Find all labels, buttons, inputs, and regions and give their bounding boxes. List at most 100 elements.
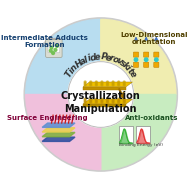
Polygon shape (42, 128, 75, 132)
Circle shape (118, 100, 120, 102)
Text: i: i (124, 64, 132, 73)
Text: Surface Engineering: Surface Engineering (7, 115, 88, 121)
Circle shape (101, 84, 103, 86)
Text: Binding Energy (eV): Binding Energy (eV) (119, 143, 163, 147)
Circle shape (54, 49, 57, 51)
Circle shape (112, 101, 114, 103)
Circle shape (95, 84, 97, 86)
Circle shape (95, 81, 97, 83)
Text: Crystallization
Manipulation: Crystallization Manipulation (61, 91, 141, 114)
Text: H: H (74, 58, 85, 69)
Circle shape (68, 62, 134, 127)
Text: i: i (67, 67, 76, 75)
Text: e: e (105, 53, 112, 63)
Text: k: k (120, 60, 130, 71)
Circle shape (50, 46, 53, 49)
Circle shape (95, 98, 97, 100)
Wedge shape (101, 19, 176, 94)
Circle shape (112, 98, 114, 100)
Circle shape (107, 81, 108, 83)
Text: e: e (94, 52, 100, 62)
Circle shape (123, 100, 125, 102)
Circle shape (112, 83, 114, 84)
FancyBboxPatch shape (133, 62, 139, 67)
Circle shape (118, 101, 120, 103)
FancyBboxPatch shape (48, 46, 60, 53)
Polygon shape (83, 82, 132, 87)
Text: P: P (101, 52, 108, 62)
Circle shape (90, 84, 92, 86)
Circle shape (118, 84, 120, 86)
Circle shape (107, 83, 108, 84)
Circle shape (123, 84, 125, 86)
Circle shape (101, 101, 103, 103)
Circle shape (52, 52, 54, 54)
Circle shape (49, 49, 52, 52)
Circle shape (118, 81, 120, 83)
Text: T: T (64, 69, 74, 79)
Circle shape (84, 84, 86, 86)
Polygon shape (42, 132, 75, 137)
Text: Low-Dimensional
orientation: Low-Dimensional orientation (120, 32, 188, 45)
Circle shape (84, 81, 86, 83)
FancyBboxPatch shape (48, 39, 60, 43)
Circle shape (112, 81, 114, 83)
Polygon shape (83, 104, 126, 107)
Polygon shape (42, 123, 75, 127)
Text: v: v (114, 56, 123, 67)
Polygon shape (42, 137, 75, 141)
Circle shape (90, 83, 92, 84)
Circle shape (118, 98, 120, 100)
Text: s: s (117, 58, 127, 69)
FancyBboxPatch shape (119, 126, 133, 143)
Circle shape (101, 81, 103, 83)
FancyBboxPatch shape (154, 62, 159, 67)
Text: Anti-oxidants: Anti-oxidants (125, 115, 178, 121)
Circle shape (101, 83, 103, 84)
Circle shape (123, 101, 125, 103)
Text: o: o (111, 55, 120, 65)
Text: e: e (127, 69, 138, 79)
Circle shape (84, 101, 86, 103)
Text: t: t (125, 67, 135, 76)
Text: n: n (68, 63, 79, 74)
Circle shape (24, 18, 177, 171)
Circle shape (107, 101, 108, 103)
Circle shape (90, 81, 92, 83)
Circle shape (95, 101, 97, 103)
Circle shape (101, 100, 103, 102)
Polygon shape (83, 99, 132, 104)
Circle shape (84, 98, 86, 100)
Circle shape (84, 100, 86, 102)
FancyBboxPatch shape (154, 52, 159, 57)
Text: i: i (87, 54, 92, 63)
Circle shape (107, 100, 108, 102)
Circle shape (84, 83, 86, 84)
FancyBboxPatch shape (133, 52, 139, 57)
Circle shape (155, 58, 158, 61)
Wedge shape (26, 94, 101, 170)
Wedge shape (26, 19, 101, 94)
Circle shape (107, 84, 108, 86)
Circle shape (90, 100, 92, 102)
Circle shape (101, 98, 103, 100)
Wedge shape (101, 94, 176, 170)
FancyBboxPatch shape (144, 62, 149, 67)
Circle shape (144, 58, 148, 61)
Circle shape (112, 84, 114, 86)
Circle shape (118, 83, 120, 84)
Circle shape (95, 83, 97, 84)
Circle shape (112, 100, 114, 102)
Text: r: r (108, 54, 115, 64)
Circle shape (90, 101, 92, 103)
Text: Intermediate Adducts
Formation: Intermediate Adducts Formation (1, 35, 88, 48)
Circle shape (90, 98, 92, 100)
FancyBboxPatch shape (136, 126, 150, 143)
Circle shape (134, 58, 138, 61)
Circle shape (95, 100, 97, 102)
Text: l: l (83, 55, 89, 65)
Circle shape (107, 98, 108, 100)
Circle shape (123, 98, 125, 100)
Circle shape (56, 45, 58, 47)
Text: a: a (78, 56, 88, 67)
